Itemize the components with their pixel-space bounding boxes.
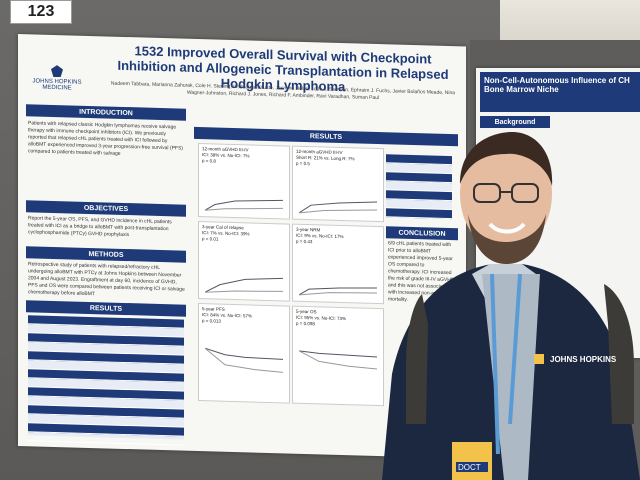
chart-label: 12-month aGVHD III-IV Short R: 21% vs. L… <box>296 148 355 167</box>
research-poster: JOHNS HOPKINS MEDICINE 1532 Improved Ove… <box>18 34 466 459</box>
chart-agvhd-ici: 12-month aGVHD III-IV ICI: 38% vs. No-IC… <box>198 143 290 220</box>
name-badge <box>452 442 492 480</box>
intro-text: Patients with relapsed classic Hodgkin l… <box>28 120 183 157</box>
hospital-logo: JOHNS HOPKINS MEDICINE <box>30 64 84 92</box>
chart-os: 5-year OS ICI: 95% vs. No-ICI: 73% p = 0… <box>292 305 384 407</box>
backpack-strap-left <box>406 294 428 424</box>
survival-curve <box>299 350 377 370</box>
survival-curve <box>205 277 283 293</box>
survival-curve <box>205 347 283 373</box>
face <box>460 136 552 252</box>
chart-label: 3-year NRM ICI: 9% vs. No-ICI: 17% p = 0… <box>296 226 344 245</box>
demographics-table <box>28 315 184 446</box>
backpack-strap-right <box>604 284 634 424</box>
chart-label: 5-year PFS ICI: 84% vs. No-ICI: 57% p = … <box>202 306 253 324</box>
chart-label: 5-year OS ICI: 95% vs. No-ICI: 73% p = 0… <box>296 308 347 327</box>
presenter-person: DOCT JOHNS HOPKINS <box>382 132 640 480</box>
chart-label: 12-month aGVHD III-IV ICI: 38% vs. No-IC… <box>202 146 250 164</box>
adjacent-poster-title: Non-Cell-Autonomous Influence of CH Bone… <box>480 72 640 112</box>
badge-text: DOCT <box>458 463 481 472</box>
chart-relapse: 3-year Cal of relapse ICI: 7% vs. No-ICI… <box>198 221 290 302</box>
chart-nrm: 3-year NRM ICI: 9% vs. No-ICI: 17% p = 0… <box>292 223 384 305</box>
badge-stripe <box>456 462 488 472</box>
adjacent-section-background: Background <box>480 116 550 128</box>
section-objectives: OBJECTIVES <box>26 200 186 217</box>
chart-label: 3-year Cal of relapse ICI: 7% vs. No-ICI… <box>202 224 250 242</box>
section-introduction: INTRODUCTION <box>26 104 186 121</box>
hopkins-crest-icon <box>534 354 544 364</box>
survival-curve <box>299 201 377 214</box>
chart-agvhd-rest: 12-month aGVHD III-IV Short R: 21% vs. L… <box>292 145 384 223</box>
survival-curve <box>205 199 283 211</box>
board-number-tag: 123 <box>10 0 72 24</box>
logo-text: JOHNS HOPKINS MEDICINE <box>32 78 82 92</box>
smile <box>488 222 526 234</box>
crest-icon <box>51 65 63 77</box>
plaid-shirt <box>482 274 540 480</box>
lanyard-right <box>508 273 522 425</box>
jacket-logo: JOHNS HOPKINS <box>550 355 617 364</box>
lanyard <box>490 273 500 455</box>
hair <box>460 132 553 186</box>
survival-curve <box>299 287 377 296</box>
beard <box>468 214 546 264</box>
chart-pfs: 5-year PFS ICI: 84% vs. No-ICI: 57% p = … <box>198 303 290 404</box>
